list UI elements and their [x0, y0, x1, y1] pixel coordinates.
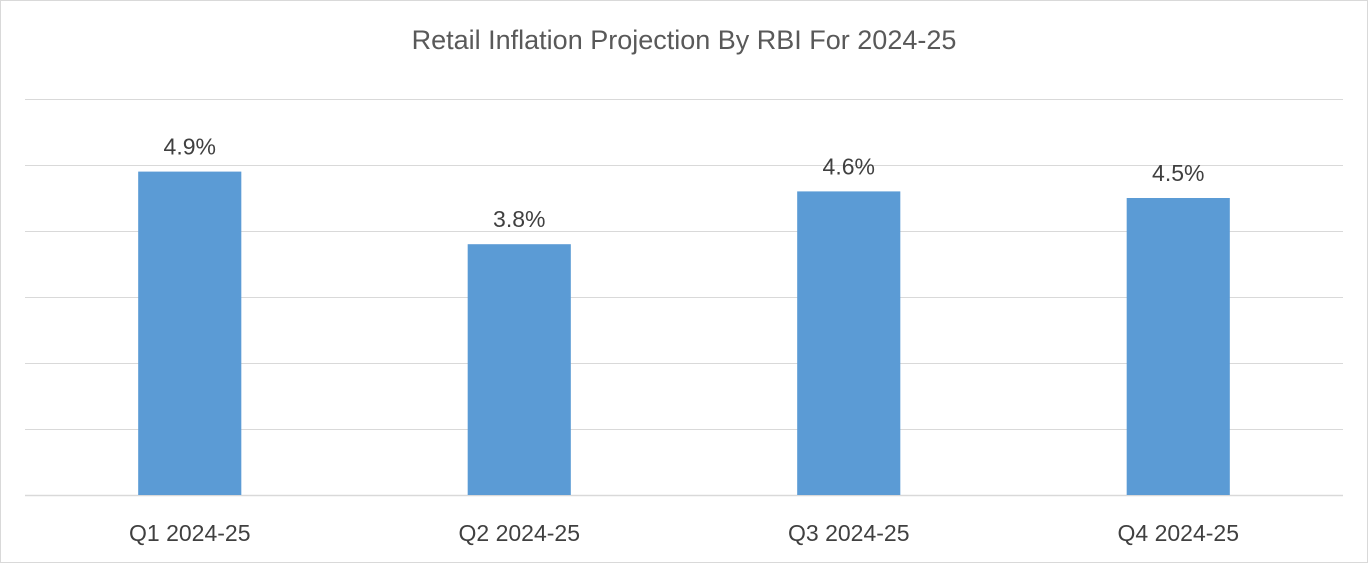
bar: [797, 191, 901, 495]
x-axis: Q1 2024-25 Q2 2024-25 Q3 2024-25 Q4 2024-25: [129, 520, 1239, 546]
bars: [138, 171, 1230, 495]
bar: [138, 171, 242, 495]
x-tick-label: Q2 2024-25: [459, 520, 580, 546]
bar: [467, 244, 571, 495]
data-label: 4.5%: [1152, 160, 1204, 186]
gridlines: [25, 99, 1343, 497]
data-label: 4.6%: [823, 153, 875, 179]
data-label: 4.9%: [164, 134, 216, 160]
bar: [1126, 198, 1230, 495]
chart-title: Retail Inflation Projection By RBI For 2…: [412, 25, 957, 55]
x-tick-label: Q3 2024-25: [788, 520, 909, 546]
data-label: 3.8%: [493, 206, 545, 232]
x-tick-label: Q1 2024-25: [129, 520, 250, 546]
x-tick-label: Q4 2024-25: [1118, 520, 1239, 546]
data-labels: 4.9% 3.8% 4.6% 4.5%: [164, 134, 1205, 233]
